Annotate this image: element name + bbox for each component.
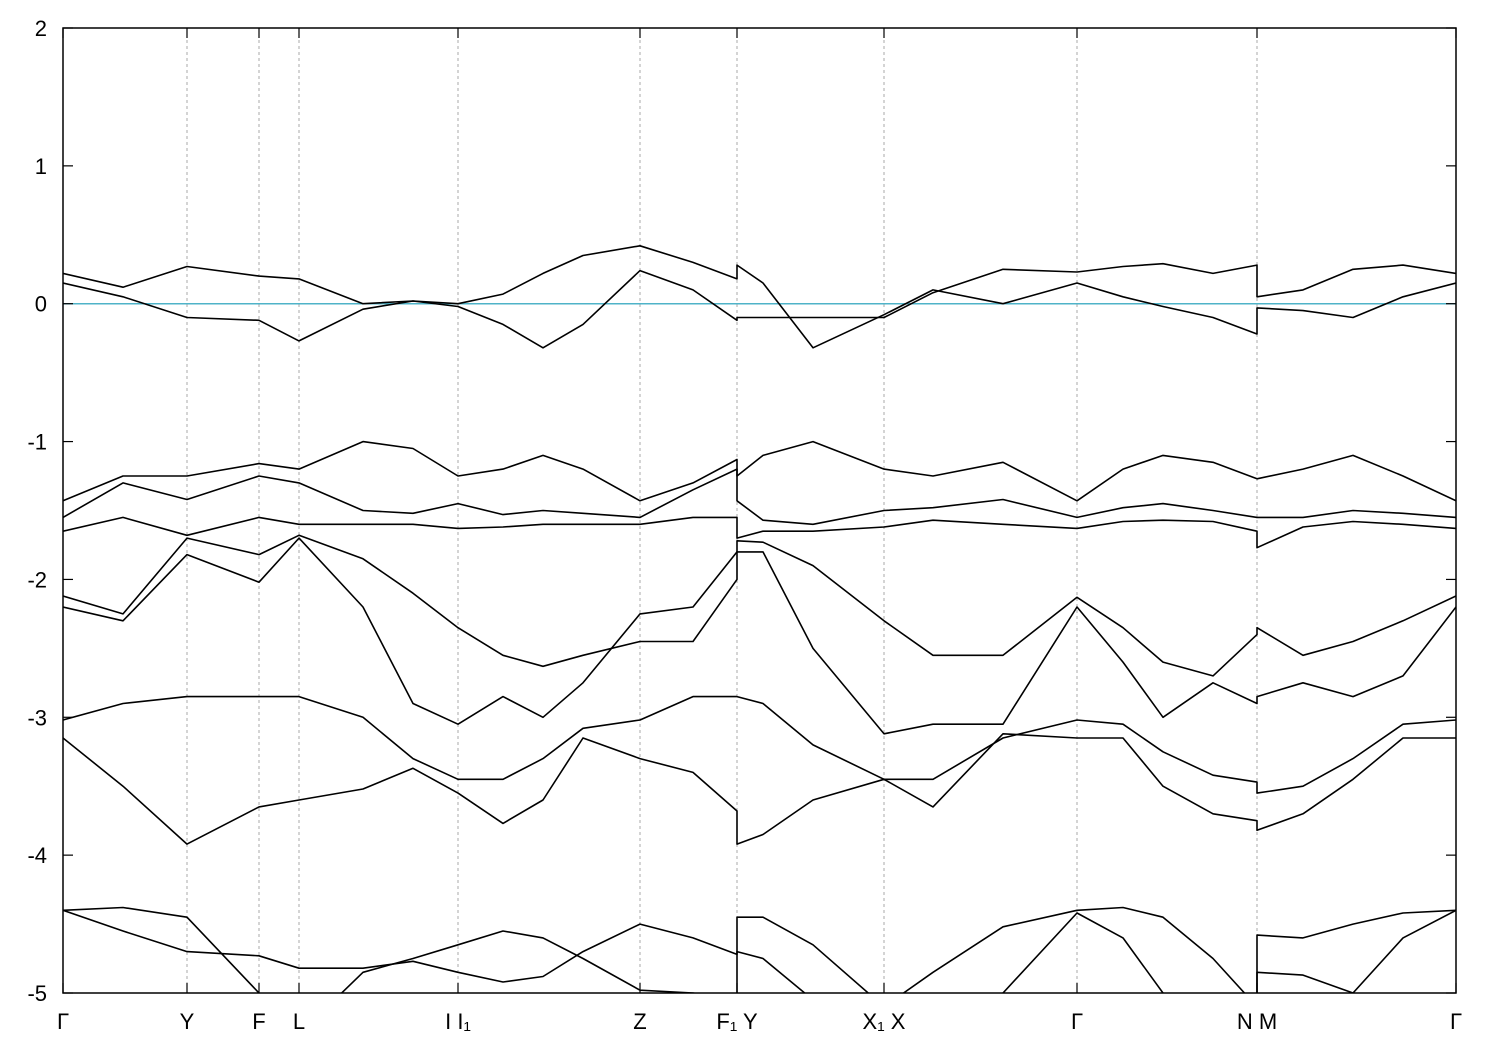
band-line [63, 516, 1456, 549]
band-line [63, 909, 1456, 993]
x-tick-label: Γ [57, 1009, 69, 1034]
y-tick-label: 2 [35, 16, 47, 41]
band-line [63, 440, 1456, 502]
y-tick-label: 1 [35, 154, 47, 179]
y-tick-label: 0 [35, 292, 47, 317]
x-tick-label: Y [180, 1009, 195, 1034]
y-tick-label: -1 [27, 430, 47, 455]
x-tick-label: F₁ Y [716, 1009, 758, 1034]
y-tick-label: -4 [27, 843, 47, 868]
band-line [63, 733, 1456, 845]
band-line [63, 534, 1456, 677]
y-tick-label: -2 [27, 567, 47, 592]
band-line [63, 245, 1456, 349]
x-tick-label: Γ [1450, 1009, 1462, 1034]
x-tick-label: I I₁ [445, 1009, 471, 1034]
band-line [63, 537, 1456, 735]
band-line [63, 262, 1456, 349]
band-line [63, 906, 1456, 993]
y-tick-label: -5 [27, 981, 47, 1006]
x-tick-label: F [252, 1009, 265, 1034]
x-tick-label: Z [633, 1009, 646, 1034]
x-tick-label: L [293, 1009, 305, 1034]
plot-frame [62, 27, 1457, 994]
band-line [63, 468, 1456, 526]
y-tick-label: -3 [27, 705, 47, 730]
x-tick-label: X₁ X [863, 1009, 906, 1034]
x-tick-label: Γ [1071, 1009, 1083, 1034]
x-tick-label: N M [1237, 1009, 1277, 1034]
band-line [63, 695, 1456, 794]
